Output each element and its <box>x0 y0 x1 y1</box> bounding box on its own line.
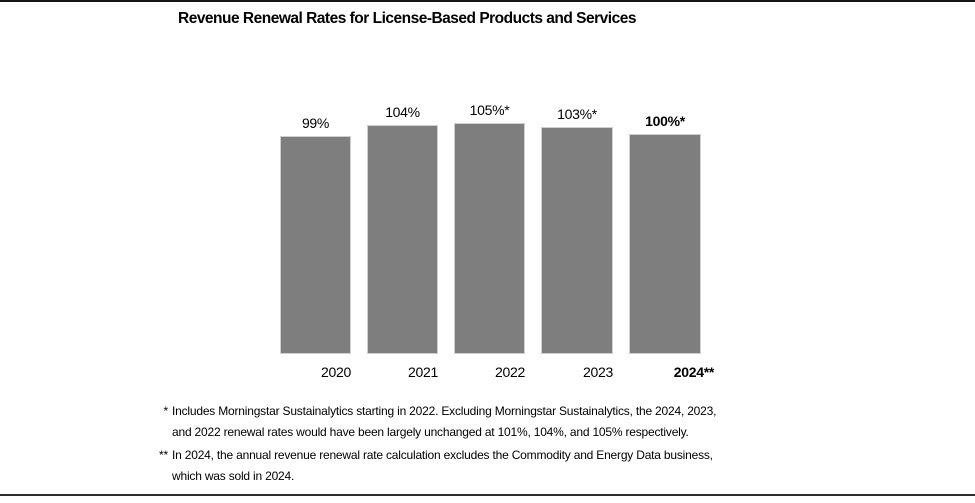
bar-year-label: 2022 <box>495 364 525 380</box>
bar-column-2021: 104% 2021 <box>367 104 438 379</box>
bar-value-label: 100%* <box>645 113 685 129</box>
bar-value-label: 105%* <box>469 102 510 118</box>
bar <box>541 127 613 354</box>
top-border-rule <box>0 0 975 2</box>
bar-column-2023: 103%* 2023 <box>541 106 613 379</box>
bar-year-label: 2024** <box>673 364 715 380</box>
footnote-text: Includes Morningstar Sustainalytics star… <box>172 404 717 439</box>
footnote-marker: ** <box>159 448 168 462</box>
bar-column-2022: 105%* 2022 <box>454 102 525 379</box>
bar-column-2020: 99% 2020 <box>280 115 351 379</box>
bar-chart: 99% 2020 104% 2021 105%* 2022 103%* 2023 100%* 20… <box>280 0 714 379</box>
footnote-text: In 2024, the annual revenue renewal rate… <box>172 448 713 483</box>
bar-column-2024: 100%* 2024** <box>629 113 714 379</box>
chart-title: Revenue Renewal Rates for License-Based … <box>178 10 636 27</box>
bar-year-label: 2020 <box>321 364 351 380</box>
bar-value-label: 103%* <box>557 106 597 122</box>
bar <box>629 134 701 354</box>
bar <box>454 123 525 354</box>
bar-year-label: 2023 <box>583 364 613 380</box>
footnotes: * Includes Morningstar Sustainalytics st… <box>115 401 716 487</box>
bar-value-label: 104% <box>385 104 420 120</box>
bottom-border-rule <box>0 494 975 496</box>
footnote-marker: * <box>163 404 169 418</box>
footnote-single-asterisk: * Includes Morningstar Sustainalytics st… <box>115 401 717 443</box>
bar-year-label: 2021 <box>408 364 438 380</box>
bar <box>280 136 351 354</box>
bar-value-label: 99% <box>301 115 330 131</box>
footnote-double-asterisk: ** In 2024, the annual revenue renewal r… <box>115 445 716 487</box>
bar <box>367 125 438 354</box>
